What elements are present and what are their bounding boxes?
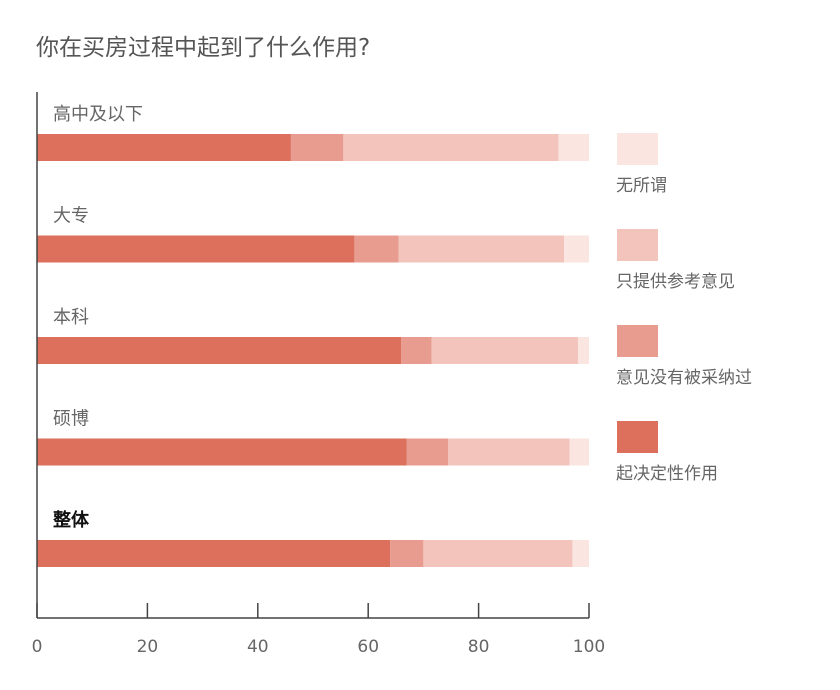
x-tick-label: 100 <box>573 637 605 657</box>
x-tick-label: 0 <box>32 637 43 657</box>
bar-segment <box>401 337 432 364</box>
x-tick-label: 20 <box>137 637 159 657</box>
bar-segment <box>390 540 424 567</box>
x-tick-label: 80 <box>468 637 490 657</box>
bar-segment <box>423 540 573 567</box>
category-label: 高中及以下 <box>53 104 143 125</box>
legend-swatch <box>617 421 658 453</box>
bar-segment <box>398 235 565 263</box>
legend-swatch <box>617 133 658 165</box>
bar-segment <box>343 134 559 161</box>
bar-segment <box>572 540 589 567</box>
category-label: 整体 <box>52 509 90 531</box>
category-label: 大专 <box>53 206 89 227</box>
bar-segment <box>37 438 407 466</box>
legend-label: 起决定性作用 <box>616 464 718 484</box>
bar-segment <box>406 438 449 466</box>
bar-segment <box>577 337 589 364</box>
bar-segment <box>558 134 589 161</box>
chart-title: 你在买房过程中起到了什么作用? <box>36 35 371 61</box>
bars-group <box>37 134 589 567</box>
category-label: 本科 <box>53 307 89 328</box>
legend-swatch <box>617 325 658 357</box>
bar-segment <box>431 337 578 364</box>
bar-segment <box>37 134 291 161</box>
bar-segment <box>37 337 402 364</box>
bar-segment <box>354 235 399 263</box>
x-axis-ticks: 0 20 40 60 80 100 <box>32 603 605 657</box>
x-tick-label: 60 <box>357 637 379 657</box>
legend-swatch <box>617 229 658 261</box>
bar-segment <box>448 438 570 466</box>
legend-label: 无所谓 <box>616 176 667 196</box>
bar-segment <box>37 235 355 263</box>
bar-segment <box>290 134 344 161</box>
bar-segment <box>37 540 391 567</box>
legend-label: 意见没有被采纳过 <box>616 368 752 388</box>
bar-segment <box>564 235 589 263</box>
x-tick-label: 40 <box>247 637 269 657</box>
bar-segment <box>569 438 589 466</box>
category-label: 硕博 <box>53 409 89 430</box>
legend-label: 只提供参考意见 <box>616 272 735 292</box>
